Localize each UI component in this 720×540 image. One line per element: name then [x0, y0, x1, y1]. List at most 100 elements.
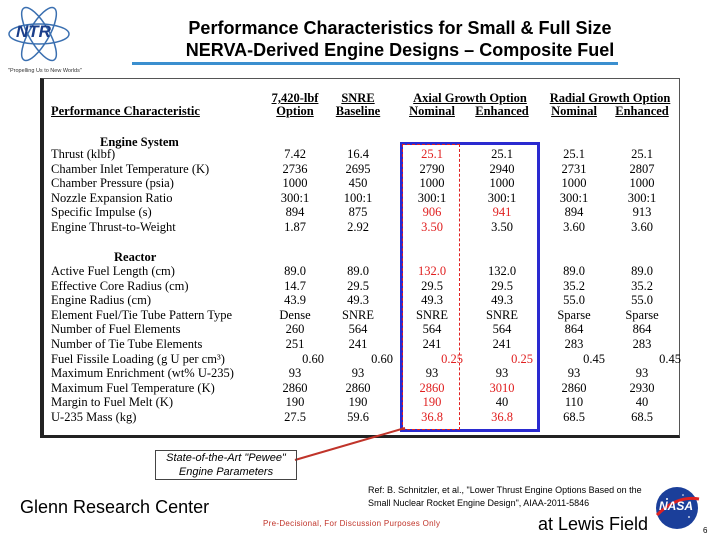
- reference-text: Ref: B. Schnitzler, et al., "Lower Thrus…: [368, 485, 642, 508]
- callout-pointer: [294, 427, 406, 461]
- table-cell: 25.1: [631, 147, 653, 161]
- table-cell: 0.25: [511, 351, 533, 366]
- table-cell: 40: [495, 395, 509, 410]
- row-label: Specific Impulse (s): [51, 205, 152, 220]
- row-label: Thrust (klbf): [51, 147, 116, 161]
- table-cell: 25.1: [563, 147, 585, 161]
- table-cell: 36.8: [421, 410, 443, 424]
- header-radial-enhanced: Enhanced: [615, 104, 669, 118]
- table-cell: 1000: [419, 176, 445, 191]
- table-cell: 3.60: [631, 220, 653, 234]
- header-snre-l2: Baseline: [335, 104, 381, 118]
- table-cell: 260: [285, 322, 305, 337]
- table-cell: 93: [567, 366, 581, 381]
- table-cell: 1.87: [284, 220, 306, 234]
- nasa-logo: NASA: [653, 485, 701, 531]
- header-radial-nominal: Nominal: [551, 104, 597, 118]
- table-cell: 27.5: [284, 410, 306, 424]
- table-cell: 35.2: [563, 278, 585, 293]
- table-cell: 3.50: [491, 220, 513, 234]
- table-cell: 283: [632, 337, 652, 351]
- table-cell: 35.2: [631, 278, 653, 293]
- row-label: Number of Tie Tube Elements: [51, 337, 203, 351]
- table-cell: 1000: [489, 176, 515, 191]
- table-cell: 3010: [489, 380, 515, 395]
- page-number: 6: [703, 526, 708, 535]
- table-cell: 49.3: [491, 293, 513, 308]
- table-cell: 2930: [629, 380, 655, 395]
- row-label: Effective Core Radius (cm): [51, 278, 189, 293]
- table-cell: 251: [285, 337, 305, 351]
- logo-text: NTR: [16, 22, 51, 41]
- table-cell: 93: [351, 366, 365, 381]
- table-cell: 0.45: [659, 351, 681, 366]
- ntr-logo: NTR "Propelling Us to New Worlds": [4, 4, 82, 74]
- table-cell: 450: [348, 176, 368, 191]
- header-axial-enhanced: Enhanced: [475, 104, 529, 118]
- table-cell: 300:1: [559, 190, 589, 205]
- row-label: U-235 Mass (kg): [51, 410, 137, 424]
- table-cell: 564: [492, 322, 512, 337]
- row-label: Margin to Fuel Melt (K): [51, 395, 173, 410]
- table-cell: 93: [425, 366, 439, 381]
- table-cell: 89.0: [631, 264, 653, 278]
- table-cell: 300:1: [280, 190, 310, 205]
- engine-system-heading: Engine System: [100, 135, 179, 149]
- table-cell: 59.6: [347, 410, 369, 424]
- table-panel: [40, 78, 680, 438]
- row-label: Nozzle Expansion Ratio: [51, 190, 173, 205]
- table-cell: 89.0: [284, 264, 306, 278]
- table-cell: 906: [422, 205, 442, 220]
- footer-glenn: Glenn Research Center: [20, 497, 210, 517]
- header-axial-nominal: Nominal: [409, 104, 455, 118]
- table-cell: 43.9: [284, 293, 306, 308]
- page-title-line1: Performance Characteristics for Small & …: [188, 18, 612, 38]
- table-cell: 2940: [489, 161, 515, 176]
- table-cell: 190: [285, 395, 305, 410]
- table-cell: 93: [635, 366, 649, 381]
- row-label: Active Fuel Length (cm): [51, 264, 175, 278]
- pewee-callout: State-of-the-Art "Pewee" Engine Paramete…: [155, 450, 297, 480]
- nominal-highlight-box: [402, 144, 460, 430]
- table-cell: 29.5: [421, 278, 443, 293]
- table-cell: 2807: [629, 161, 655, 176]
- table-cell: 7.42: [284, 147, 306, 161]
- table-cell: 0.60: [302, 351, 324, 366]
- header-axial: Axial Growth Option: [413, 91, 527, 105]
- table-cell: 68.5: [631, 410, 653, 424]
- table-cell: 55.0: [631, 293, 653, 308]
- row-label: Engine Radius (cm): [51, 293, 151, 308]
- logo-tagline: "Propelling Us to New Worlds": [8, 68, 82, 74]
- atom-icon: [8, 6, 70, 62]
- nasa-meatball-icon: [655, 487, 700, 529]
- table-cell: 68.5: [563, 410, 585, 424]
- table-cell: 2731: [561, 161, 587, 176]
- header-7420-l2: Option: [276, 104, 314, 118]
- table-cell: 3.50: [421, 220, 443, 234]
- table-cell: Sparse: [557, 307, 591, 322]
- table-cell: 49.3: [421, 293, 443, 308]
- table-cell: 564: [422, 322, 442, 337]
- table-cell: 941: [492, 205, 512, 220]
- table-cell: 0.60: [371, 351, 393, 366]
- table-cell: 875: [348, 205, 368, 220]
- row-label: Engine Thrust-to-Weight: [51, 220, 176, 234]
- table-cell: 89.0: [563, 264, 585, 278]
- table-cell: 241: [348, 337, 368, 351]
- table-cell: 2736: [282, 161, 308, 176]
- table-cell: 14.7: [284, 278, 306, 293]
- table-cell: 89.0: [347, 264, 369, 278]
- row-label: Element Fuel/Tie Tube Pattern Type: [51, 307, 233, 322]
- table-cell: 300:1: [417, 190, 447, 205]
- table-cell: 241: [492, 337, 512, 351]
- table-cell: 1000: [282, 176, 308, 191]
- table-cell: 913: [632, 205, 652, 220]
- table-cell: 16.4: [347, 147, 369, 161]
- table-cell: 93: [288, 366, 302, 381]
- table-cell: Sparse: [625, 307, 659, 322]
- row-label: Maximum Enrichment (wt% U-235): [51, 366, 234, 381]
- header-characteristic: Performance Characteristic: [51, 104, 200, 118]
- table-cell: 564: [348, 322, 368, 337]
- table-cell: 2.92: [347, 220, 369, 234]
- table-cell: 2860: [561, 380, 587, 395]
